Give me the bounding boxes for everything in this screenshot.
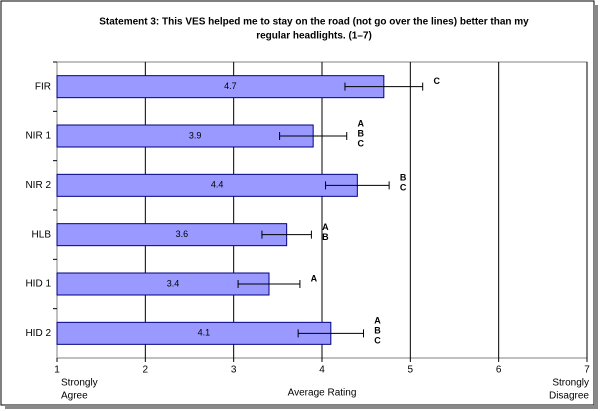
annotation: C [400,183,407,193]
y-tick-label: HID 1 [25,279,51,290]
x-tick-label: 5 [408,365,414,376]
annotation: B [322,232,329,242]
error-bar [325,181,390,190]
x-tick-label: 6 [496,365,502,376]
bar [56,173,358,197]
value-label: 4.7 [224,81,237,91]
value-label: 4.1 [198,328,211,338]
annotation: A [311,273,318,283]
bar [56,223,288,247]
shadow [5,405,598,409]
error-bar [297,329,365,338]
annotation: C [374,336,381,346]
x-tick-label: 7 [584,365,590,376]
right-label: Disagree [549,391,589,402]
annotation: B [357,128,364,138]
left-label: Agree [61,391,88,402]
annotation: C [357,138,364,148]
error-bar [344,82,424,91]
chart-title: Statement 3: This VES helped me to stay … [99,17,529,28]
error-bar [279,132,348,140]
x-tick-label: 1 [54,365,60,376]
annotation: A [374,316,381,326]
x-axis-label: Average Rating [288,388,357,399]
y-tick-label: HID 2 [25,328,51,339]
value-label: 3.4 [167,278,180,288]
bar [56,321,332,345]
error-bar [261,230,312,239]
bar [56,124,314,148]
annotation: B [374,326,381,336]
right-label: Strongly [552,378,589,389]
error-bar [237,280,301,288]
annotation: B [400,173,407,183]
x-tick-label: 4 [319,365,325,376]
y-tick-label: FIR [35,81,51,92]
value-label: 4.4 [211,180,224,190]
left-label: Strongly [61,378,98,389]
bar [56,272,270,296]
annotation: A [322,222,329,232]
annotation: C [433,76,440,86]
chart-title: regular headlights. (1–7) [256,31,372,42]
shadow [594,5,598,407]
y-tick-label: HLB [32,229,52,240]
value-label: 3.6 [176,229,189,239]
y-tick-label: NIR 1 [25,131,51,142]
bar [56,75,385,99]
value-label: 3.9 [189,130,202,140]
x-tick-label: 3 [231,365,237,376]
y-tick-label: NIR 2 [25,180,51,191]
annotation: A [357,118,364,128]
x-tick-label: 2 [143,365,149,376]
